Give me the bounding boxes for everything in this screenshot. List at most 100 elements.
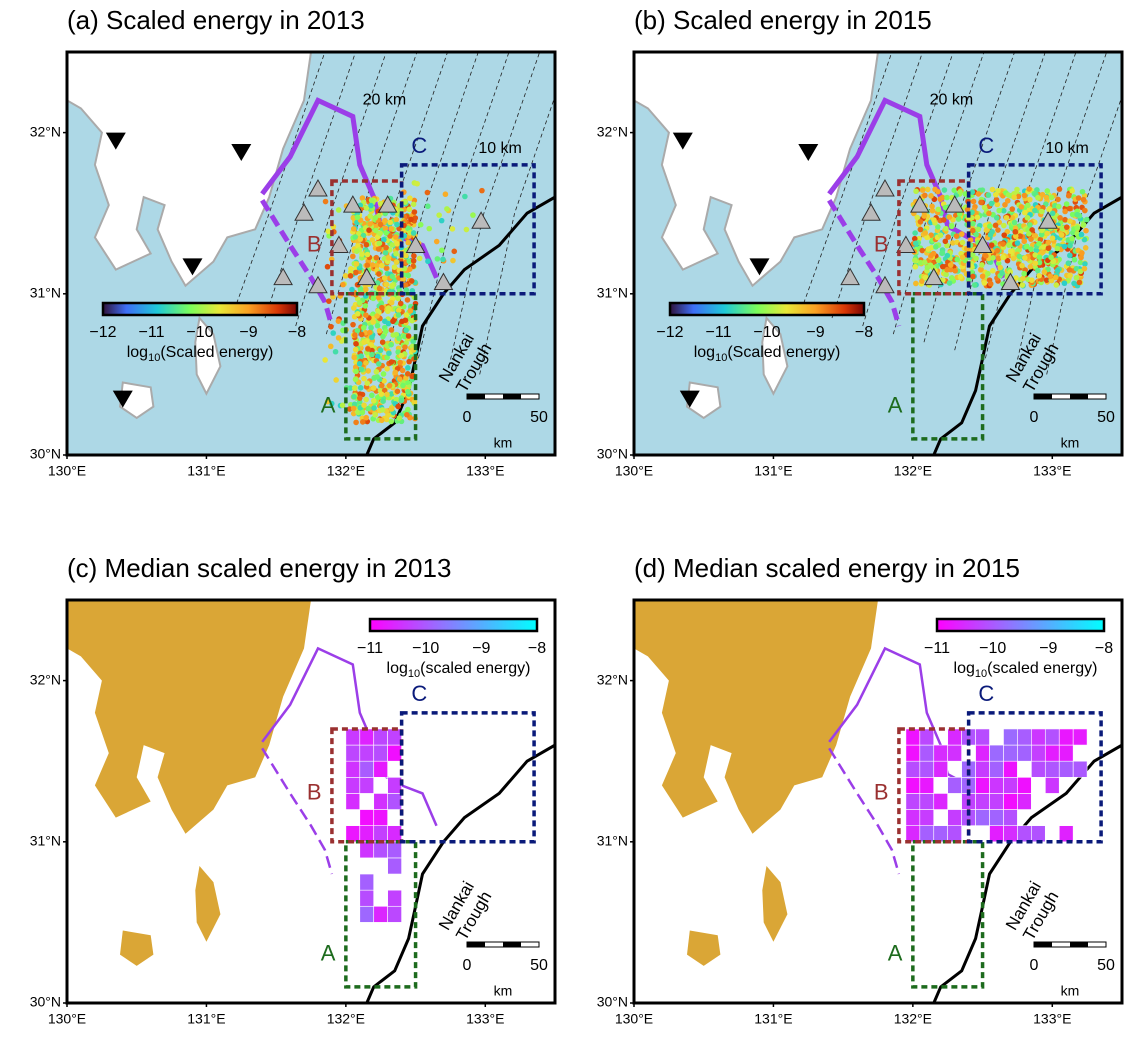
event xyxy=(352,364,359,370)
event xyxy=(1007,269,1014,275)
event xyxy=(395,403,401,410)
lon-label: 133°E xyxy=(1033,1011,1071,1027)
colorbar-label-part: (Scaled energy) xyxy=(160,344,273,361)
land xyxy=(761,315,789,396)
scale-tick-label: 50 xyxy=(1097,957,1115,974)
frame xyxy=(632,598,1124,1005)
event xyxy=(985,270,991,277)
event xyxy=(1036,240,1042,247)
event xyxy=(369,262,376,268)
event xyxy=(389,282,395,289)
colorbar-label-part: 10 xyxy=(975,668,987,680)
event xyxy=(988,242,995,248)
event xyxy=(322,357,328,363)
event xyxy=(370,295,377,302)
event xyxy=(1063,201,1070,207)
median-cell xyxy=(1058,744,1074,762)
event xyxy=(402,282,409,289)
lon-label: 132°E xyxy=(894,1011,932,1027)
box-label: C xyxy=(411,133,427,158)
event xyxy=(339,402,346,409)
lon-label: 133°E xyxy=(1033,463,1071,479)
event xyxy=(971,282,978,288)
station xyxy=(356,267,377,286)
event xyxy=(376,328,383,334)
station xyxy=(896,235,916,253)
event xyxy=(386,350,392,357)
event xyxy=(364,251,371,258)
scale-tick-label: 0 xyxy=(1030,957,1039,974)
event xyxy=(408,216,414,223)
event xyxy=(1041,269,1048,275)
event xyxy=(1081,265,1088,272)
depth-contour xyxy=(418,52,510,359)
trough xyxy=(365,743,555,1003)
event xyxy=(1069,211,1076,218)
event xyxy=(398,397,405,404)
lon-label: 130°E xyxy=(615,1011,653,1027)
event xyxy=(1083,216,1090,223)
land xyxy=(194,315,222,396)
lat-label: 31°N xyxy=(597,285,628,301)
event xyxy=(352,332,358,338)
event xyxy=(403,327,409,334)
colorbar-label-part: 10 xyxy=(148,352,160,364)
median-cell xyxy=(345,760,361,778)
event xyxy=(1022,255,1028,261)
event xyxy=(945,234,952,240)
event xyxy=(360,324,367,331)
median-cell xyxy=(387,825,402,843)
median-cell xyxy=(345,793,361,810)
box-label: B xyxy=(874,779,889,804)
median-cell xyxy=(359,873,374,891)
median-cell xyxy=(359,760,374,778)
event xyxy=(992,191,999,198)
event xyxy=(388,226,395,232)
event xyxy=(367,221,373,227)
median-cell xyxy=(975,744,990,762)
event xyxy=(1027,263,1034,270)
event xyxy=(462,193,468,200)
event xyxy=(1036,254,1043,261)
median-cell xyxy=(1045,760,1060,778)
event xyxy=(387,219,393,226)
event xyxy=(365,346,371,352)
colorbar-label-part: (Scaled energy) xyxy=(727,344,840,361)
depth-label: 20 km xyxy=(363,92,407,109)
event xyxy=(922,230,929,236)
median-cell xyxy=(933,760,948,778)
event xyxy=(912,263,919,270)
event xyxy=(983,253,989,259)
event xyxy=(327,343,334,350)
event xyxy=(917,218,924,225)
event xyxy=(479,187,485,194)
event xyxy=(1052,274,1059,281)
event xyxy=(989,186,996,193)
scale-bar-segment xyxy=(467,394,485,399)
event xyxy=(399,367,406,374)
station xyxy=(308,275,328,294)
event xyxy=(1027,222,1033,228)
event xyxy=(332,348,339,355)
event xyxy=(982,222,989,229)
event xyxy=(1079,250,1085,256)
lon-label: 132°E xyxy=(327,1011,365,1027)
scale-tick-label: 0 xyxy=(463,409,472,426)
median-cell xyxy=(975,809,990,826)
event xyxy=(405,239,412,246)
scale-tick-label: 50 xyxy=(1097,409,1115,426)
event xyxy=(372,411,378,418)
colorbar-tick-label: −9 xyxy=(1039,640,1057,657)
event xyxy=(1000,254,1006,261)
event xyxy=(1010,255,1017,262)
trough xyxy=(932,743,1122,1003)
event xyxy=(405,389,411,395)
event xyxy=(416,255,423,262)
event xyxy=(1055,203,1062,210)
colorbar-tick-label: −10 xyxy=(979,640,1006,657)
event xyxy=(1067,252,1073,259)
event xyxy=(356,399,363,405)
scale-tick-label: 0 xyxy=(463,957,472,974)
event xyxy=(1081,236,1088,243)
